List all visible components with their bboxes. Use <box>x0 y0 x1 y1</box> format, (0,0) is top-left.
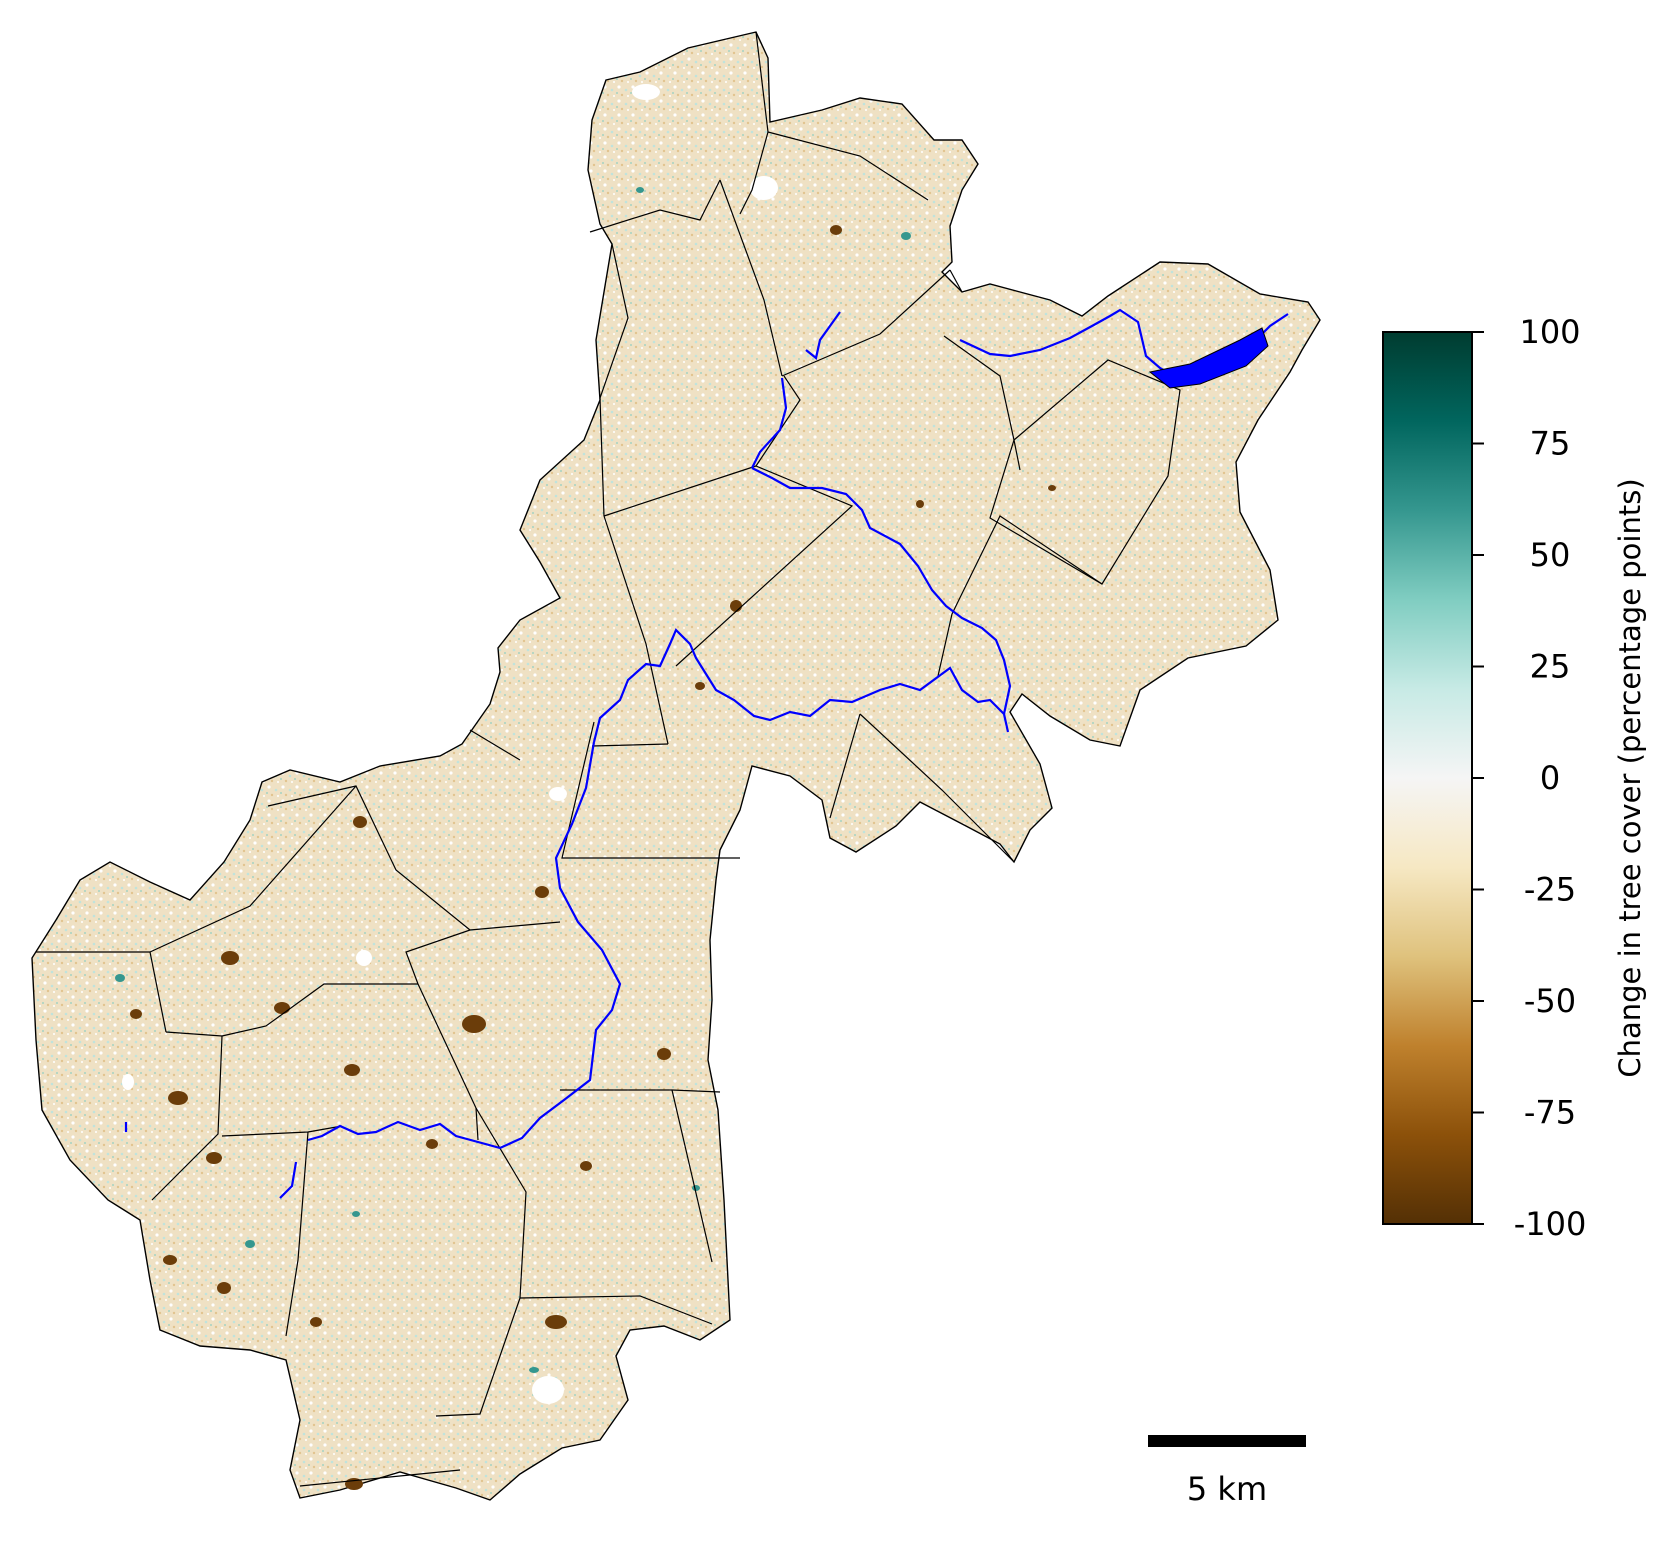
colorbar-ticks: 100 75 50 25 0 -25 -50 -75 -100 <box>1472 313 1586 1243</box>
district-boundaries <box>36 31 1181 1487</box>
region-fill <box>31 31 1321 1501</box>
colorbar-tick-label: -50 <box>1524 982 1576 1020</box>
river-small-north <box>805 311 841 360</box>
colorbar-tick-label: 100 <box>1519 313 1580 351</box>
scale-bar-label: 5 km <box>1187 1470 1267 1508</box>
gain-patches <box>115 187 911 1373</box>
colorbar-tick-label: -75 <box>1524 1094 1576 1132</box>
colorbar-tick-label: -100 <box>1514 1205 1587 1243</box>
loss-patches <box>130 225 1056 1490</box>
colorbar: 100 75 50 25 0 -25 -50 -75 -100 Change in tree c… <box>1382 313 1647 1243</box>
colorbar-tick-label: 75 <box>1530 425 1571 463</box>
no-data-patches <box>122 84 778 1404</box>
river-north <box>751 467 1012 715</box>
colorbar-tick-label: 50 <box>1530 536 1571 574</box>
scale-bar: 5 km <box>1148 1435 1306 1508</box>
colorbar-tick-label: 0 <box>1540 759 1560 797</box>
main-river <box>592 628 1010 743</box>
river-trib-top <box>751 377 788 469</box>
colorbar-title: Change in tree cover (percentage points) <box>1613 478 1647 1077</box>
colorbar-gradient <box>1382 331 1473 1225</box>
river-south <box>307 741 622 1150</box>
reservoir <box>1148 327 1269 389</box>
colorbar-tick-label: -25 <box>1524 871 1576 909</box>
scale-bar-line <box>1148 1435 1306 1447</box>
colorbar-tick-label: 25 <box>1530 648 1571 686</box>
river-left <box>279 1161 298 1199</box>
study-area <box>31 31 1321 1501</box>
